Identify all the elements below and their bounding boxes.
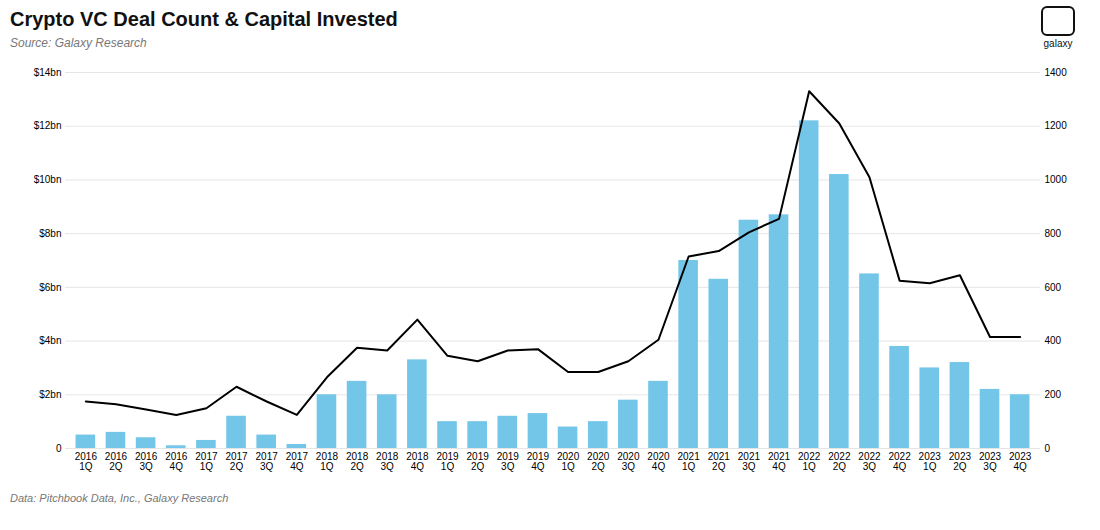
svg-text:1200: 1200 <box>1045 120 1068 131</box>
svg-text:20162Q: 20162Q <box>105 451 128 472</box>
svg-text:20174Q: 20174Q <box>286 451 309 472</box>
svg-text:20181Q: 20181Q <box>316 451 339 472</box>
svg-text:1000: 1000 <box>1045 174 1068 185</box>
svg-text:20161Q: 20161Q <box>75 451 98 472</box>
svg-text:20234Q: 20234Q <box>1009 451 1032 472</box>
svg-text:20173Q: 20173Q <box>256 451 279 472</box>
svg-text:20203Q: 20203Q <box>617 451 640 472</box>
svg-text:20182Q: 20182Q <box>346 451 369 472</box>
svg-text:20201Q: 20201Q <box>557 451 580 472</box>
svg-text:0: 0 <box>1045 443 1051 454</box>
svg-text:20223Q: 20223Q <box>858 451 881 472</box>
svg-text:20232Q: 20232Q <box>949 451 972 472</box>
svg-text:20171Q: 20171Q <box>195 451 218 472</box>
html-text:galaxy: galaxy <box>1043 38 1073 49</box>
svg-text:20191Q: 20191Q <box>436 451 459 472</box>
svg-text:20213Q: 20213Q <box>738 451 761 472</box>
svg-text:20231Q: 20231Q <box>919 451 942 472</box>
svg-text:20214Q: 20214Q <box>768 451 791 472</box>
svg-text:20204Q: 20204Q <box>647 451 670 472</box>
svg-text:20224Q: 20224Q <box>888 451 911 472</box>
svg-text:20202Q: 20202Q <box>587 451 610 472</box>
svg-text:400: 400 <box>1045 335 1062 346</box>
svg-text:20192Q: 20192Q <box>467 451 490 472</box>
svg-text:1400: 1400 <box>1045 67 1068 78</box>
svg-text:20184Q: 20184Q <box>406 451 429 472</box>
svg-text:20172Q: 20172Q <box>225 451 248 472</box>
svg-text:$2bn: $2bn <box>39 389 61 400</box>
svg-text:20194Q: 20194Q <box>527 451 550 472</box>
html-text:Data: Pitchbook Data, Inc., Ga: Data: Pitchbook Data, Inc., Galaxy Resea… <box>10 492 229 504</box>
svg-text:20164Q: 20164Q <box>165 451 188 472</box>
svg-text:$10bn: $10bn <box>34 174 62 185</box>
svg-text:600: 600 <box>1045 282 1062 293</box>
svg-text:$8bn: $8bn <box>39 228 61 239</box>
svg-text:0: 0 <box>56 443 62 454</box>
html-text:Crypto VC Deal Count & Capital: Crypto VC Deal Count & Capital Invested <box>10 8 398 30</box>
svg-text:20233Q: 20233Q <box>979 451 1002 472</box>
svg-text:20183Q: 20183Q <box>376 451 399 472</box>
svg-text:20212Q: 20212Q <box>708 451 731 472</box>
svg-text:$14bn: $14bn <box>34 67 62 78</box>
svg-text:$12bn: $12bn <box>34 120 62 131</box>
svg-text:20222Q: 20222Q <box>828 451 851 472</box>
html-text:Source: Galaxy Research: Source: Galaxy Research <box>10 36 147 50</box>
svg-text:$6bn: $6bn <box>39 282 61 293</box>
svg-text:20221Q: 20221Q <box>798 451 821 472</box>
svg-text:800: 800 <box>1045 228 1062 239</box>
svg-text:20193Q: 20193Q <box>497 451 520 472</box>
svg-text:20211Q: 20211Q <box>678 451 701 472</box>
svg-text:20163Q: 20163Q <box>135 451 158 472</box>
svg-text:$4bn: $4bn <box>39 335 61 346</box>
svg-text:200: 200 <box>1045 389 1062 400</box>
